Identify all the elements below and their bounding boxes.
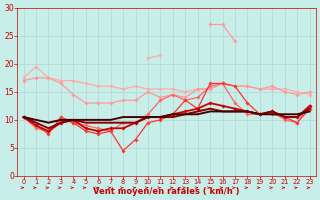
X-axis label: Vent moyen/en rafales ( km/h ): Vent moyen/en rafales ( km/h ): [93, 187, 240, 196]
